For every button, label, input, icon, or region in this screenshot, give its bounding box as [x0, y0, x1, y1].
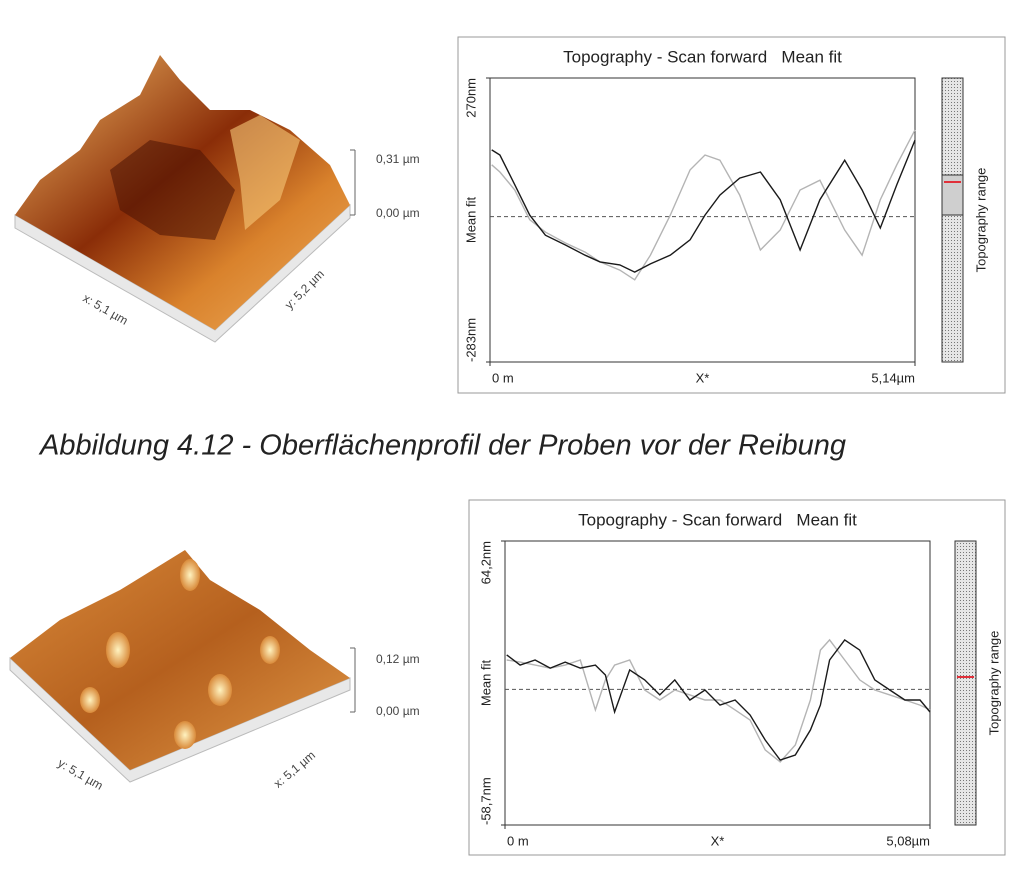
surface-plot: 0,31 µm 0,00 µm x: 5,1 µm y: 5,2 µm — [14, 55, 420, 343]
x-size-label: x: 5,1 µm — [271, 748, 318, 791]
surface-bump — [260, 636, 280, 664]
x-tick-label: 0 m — [507, 833, 529, 848]
y-tick-label: -283nm — [463, 318, 478, 362]
profile-line — [491, 139, 916, 273]
colorbar-label: Topography range — [973, 168, 988, 273]
colorbar — [941, 77, 964, 363]
chart-title: Topography - Scan forward Mean fit — [578, 510, 857, 529]
surface-bump — [208, 674, 232, 706]
figure-caption: Abbildung 4.12 - Oberflächenprofil der P… — [38, 430, 846, 462]
y-axis-label: Mean fit — [478, 659, 493, 706]
y-axis-label: Mean fit — [463, 196, 478, 243]
x-tick-label: 5,14µm — [871, 370, 915, 385]
colorbar-range — [941, 174, 964, 216]
profile-chart: Topography - Scan forward Mean fit 270nm -… — [457, 36, 1006, 394]
colorbar-label: Topography range — [986, 631, 1001, 736]
y-tick-label: 270nm — [463, 78, 478, 118]
surface-plot: 0,12 µm 0,00 µm y: 5,1 µm x: 5,1 µm — [9, 550, 420, 793]
z-label: 0,31 µm — [376, 152, 420, 166]
surface-bump — [106, 632, 130, 668]
x-size-label: x: 5,1 µm — [80, 291, 130, 328]
surface-bump — [174, 721, 196, 749]
y-tick-label: -58,7nm — [478, 777, 493, 825]
chart-title: Topography - Scan forward Mean fit — [563, 47, 842, 66]
colorbar — [954, 540, 977, 826]
profile-line — [506, 638, 931, 761]
surface — [10, 550, 350, 770]
profile-chart: Topography - Scan forward Mean fit 64,2nm… — [468, 499, 1006, 856]
x-axis-label: X* — [696, 370, 710, 385]
surface-bump — [80, 687, 100, 713]
z-label: 0,00 µm — [376, 704, 420, 718]
x-tick-label: 0 m — [492, 370, 514, 385]
x-axis-label: X* — [711, 833, 725, 848]
profile-line — [491, 129, 916, 281]
surface-valley — [110, 140, 235, 240]
x-tick-label: 5,08µm — [886, 833, 930, 848]
plot-area — [504, 540, 931, 826]
surface-ridge — [230, 115, 300, 230]
z-label: 0,00 µm — [376, 206, 420, 220]
profile-line — [506, 638, 931, 763]
surface-bump — [180, 559, 200, 591]
y-tick-label: 64,2nm — [478, 541, 493, 584]
y-size-label: y: 5,1 µm — [55, 756, 105, 793]
z-label: 0,12 µm — [376, 652, 420, 666]
